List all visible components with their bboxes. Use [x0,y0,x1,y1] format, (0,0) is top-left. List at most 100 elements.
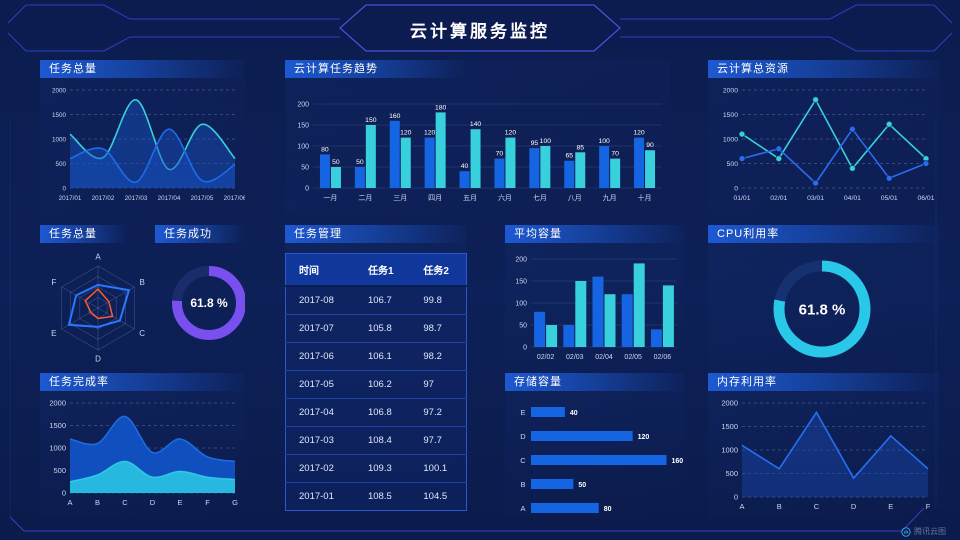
svg-text:F: F [926,502,931,511]
svg-text:500: 500 [727,161,739,168]
svg-text:二月: 二月 [358,194,372,202]
avg-capacity-bar-chart: 0 50 100 150 200 02/02 02/03 02/04 02/05 02/06 [505,247,685,373]
svg-text:D: D [520,432,526,441]
panel-title: 云计算总资源 [708,60,940,78]
svg-text:40: 40 [570,410,578,417]
svg-text:50: 50 [301,165,309,172]
svg-text:D: D [851,502,857,511]
cloud-resources-line-chart: 0 500 1000 1500 2000 01/01 02/01 03/01 04/01 05/0… [708,82,940,214]
svg-text:200: 200 [515,257,527,264]
panel-task-success: 任务成功 61.8 % [155,225,245,373]
panel-task-completion: 任务完成率 0 500 1000 1500 2000 A B C D E F G [40,373,245,517]
svg-text:120: 120 [633,130,645,137]
panel-avg-capacity: 平均容量 0 50 100 150 200 02/02 02/03 02/04 02/05 02/… [505,225,685,373]
svg-text:四月: 四月 [428,194,442,202]
panel-title: 平均容量 [505,225,685,243]
table-cell: 100.1 [410,454,467,483]
svg-text:50: 50 [332,159,340,166]
svg-text:80: 80 [321,146,329,153]
svg-text:02/01: 02/01 [770,195,787,202]
table-row: 2017-08 106.7 99.8 [285,285,467,315]
panel-task-trend: 云计算任务趋势 0 50 100 150 200 一月 二月 三月 四月 五月 六月 七月 八月 九月 十月… [285,60,670,214]
table-cell: 106.1 [354,342,411,371]
svg-text:500: 500 [55,161,66,168]
table-cell: 2017-03 [285,426,355,455]
svg-text:C: C [139,329,145,338]
task-completion-area-chart: 0 500 1000 1500 2000 A B C D E F G [40,395,245,517]
svg-text:A: A [95,253,101,262]
panel-title: CPU利用率 [708,225,940,243]
svg-text:50: 50 [356,159,364,166]
panel-task-total-line: 任务总量 0 500 1000 1500 2000 2017/01 2017/02 2017/… [40,60,245,214]
svg-text:六月: 六月 [498,193,512,202]
svg-text:A: A [67,498,72,507]
svg-text:95: 95 [531,140,539,147]
panel-title: 任务完成率 [40,373,245,391]
svg-text:140: 140 [470,121,482,128]
svg-text:90: 90 [646,142,654,149]
svg-text:一月: 一月 [323,194,337,202]
svg-text:2017/06: 2017/06 [224,195,245,202]
svg-text:0: 0 [62,489,66,498]
svg-text:G: G [232,498,238,507]
svg-text:2000: 2000 [721,399,738,408]
svg-text:100: 100 [515,301,527,308]
svg-text:61.8 %: 61.8 % [190,296,228,310]
svg-text:80: 80 [604,506,612,513]
svg-text:1000: 1000 [723,137,738,144]
storage-capacity-hbar-chart: E 40 D 120 C 160 B 50 A 80 [505,395,695,521]
table-row: 2017-04 106.8 97.2 [285,398,467,427]
svg-text:100: 100 [598,138,610,145]
panel-title: 任务管理 [285,225,467,243]
table-cell: 106.7 [354,285,411,315]
panel-title: 存储容量 [505,373,685,391]
svg-text:120: 120 [505,130,517,137]
panel-memory-usage: 内存利用率 0 500 1000 1500 2000 A B C D E F [708,373,940,517]
svg-text:0: 0 [305,186,309,193]
panel-title: 任务总量 [40,225,128,243]
table-cell: 108.5 [354,482,411,511]
svg-text:120: 120 [400,130,412,137]
svg-text:150: 150 [297,123,309,130]
svg-text:1500: 1500 [52,112,67,119]
task-radar-chart: A B C D E F [40,247,160,373]
svg-text:70: 70 [611,151,619,158]
task-trend-bar-chart: 0 50 100 150 200 一月 二月 三月 四月 五月 六月 七月 八月 九月 十月 80 50 50 15… [285,82,670,214]
table-cell: 2017-06 [285,342,355,371]
svg-text:05/01: 05/01 [881,195,898,202]
chart-svg: 0 500 1000 1500 2000 01/01 02/01 03/01 04/01 05/0… [723,88,935,203]
table-header-cell: 时间 [285,253,355,287]
chart-svg: 61.8 % [773,260,871,358]
table-cell: 109.3 [354,454,411,483]
svg-text:三月: 三月 [393,194,407,202]
svg-text:0: 0 [734,186,738,193]
table-row: 2017-06 106.1 98.2 [285,342,467,371]
panel-cpu-usage: CPU利用率 61.8 % [708,225,940,373]
svg-text:100: 100 [297,144,309,151]
table-cell: 2017-08 [285,285,355,315]
svg-text:1000: 1000 [721,446,738,455]
svg-text:65: 65 [565,153,573,160]
table-cell: 106.2 [354,370,411,399]
table-row: 2017-02 109.3 100.1 [285,454,467,483]
svg-text:五月: 五月 [463,194,477,202]
table-header-cell: 任务1 [354,253,411,287]
svg-text:200: 200 [297,102,309,109]
svg-text:C: C [814,502,820,511]
task-success-donut: 61.8 % [155,247,245,373]
svg-text:70: 70 [496,151,504,158]
svg-text:十月: 十月 [638,193,652,202]
chart-svg: E 40 D 120 C 160 B 50 A 80 [520,407,683,513]
svg-text:500: 500 [53,466,66,475]
brand-icon [901,526,911,537]
task-table: 时间 任务1 任务2 2017-08 106.7 99.8 2017-07 105.8 98.7… [285,253,467,511]
svg-text:0: 0 [523,345,527,352]
table-cell: 98.2 [410,342,467,371]
svg-text:九月: 九月 [603,193,617,202]
table-cell: 2017-02 [285,454,355,483]
svg-text:A: A [520,504,525,513]
svg-text:1500: 1500 [723,112,738,119]
svg-text:2017/03: 2017/03 [125,195,148,202]
svg-text:八月: 八月 [568,194,582,202]
svg-text:02/03: 02/03 [566,354,584,361]
